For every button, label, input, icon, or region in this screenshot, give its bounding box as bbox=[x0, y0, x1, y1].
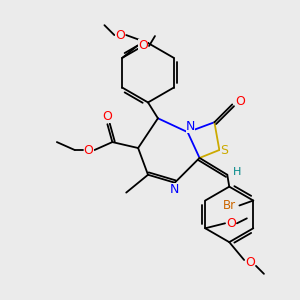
Text: O: O bbox=[115, 28, 125, 42]
Text: N: N bbox=[186, 120, 195, 133]
Text: O: O bbox=[103, 110, 112, 123]
Text: Br: Br bbox=[223, 199, 236, 212]
Text: O: O bbox=[138, 40, 148, 52]
Text: S: S bbox=[220, 143, 228, 157]
Text: O: O bbox=[84, 143, 94, 157]
Text: O: O bbox=[226, 217, 236, 230]
Text: H: H bbox=[233, 167, 242, 177]
Text: O: O bbox=[245, 256, 255, 269]
Text: N: N bbox=[170, 183, 179, 196]
Text: O: O bbox=[235, 95, 245, 108]
